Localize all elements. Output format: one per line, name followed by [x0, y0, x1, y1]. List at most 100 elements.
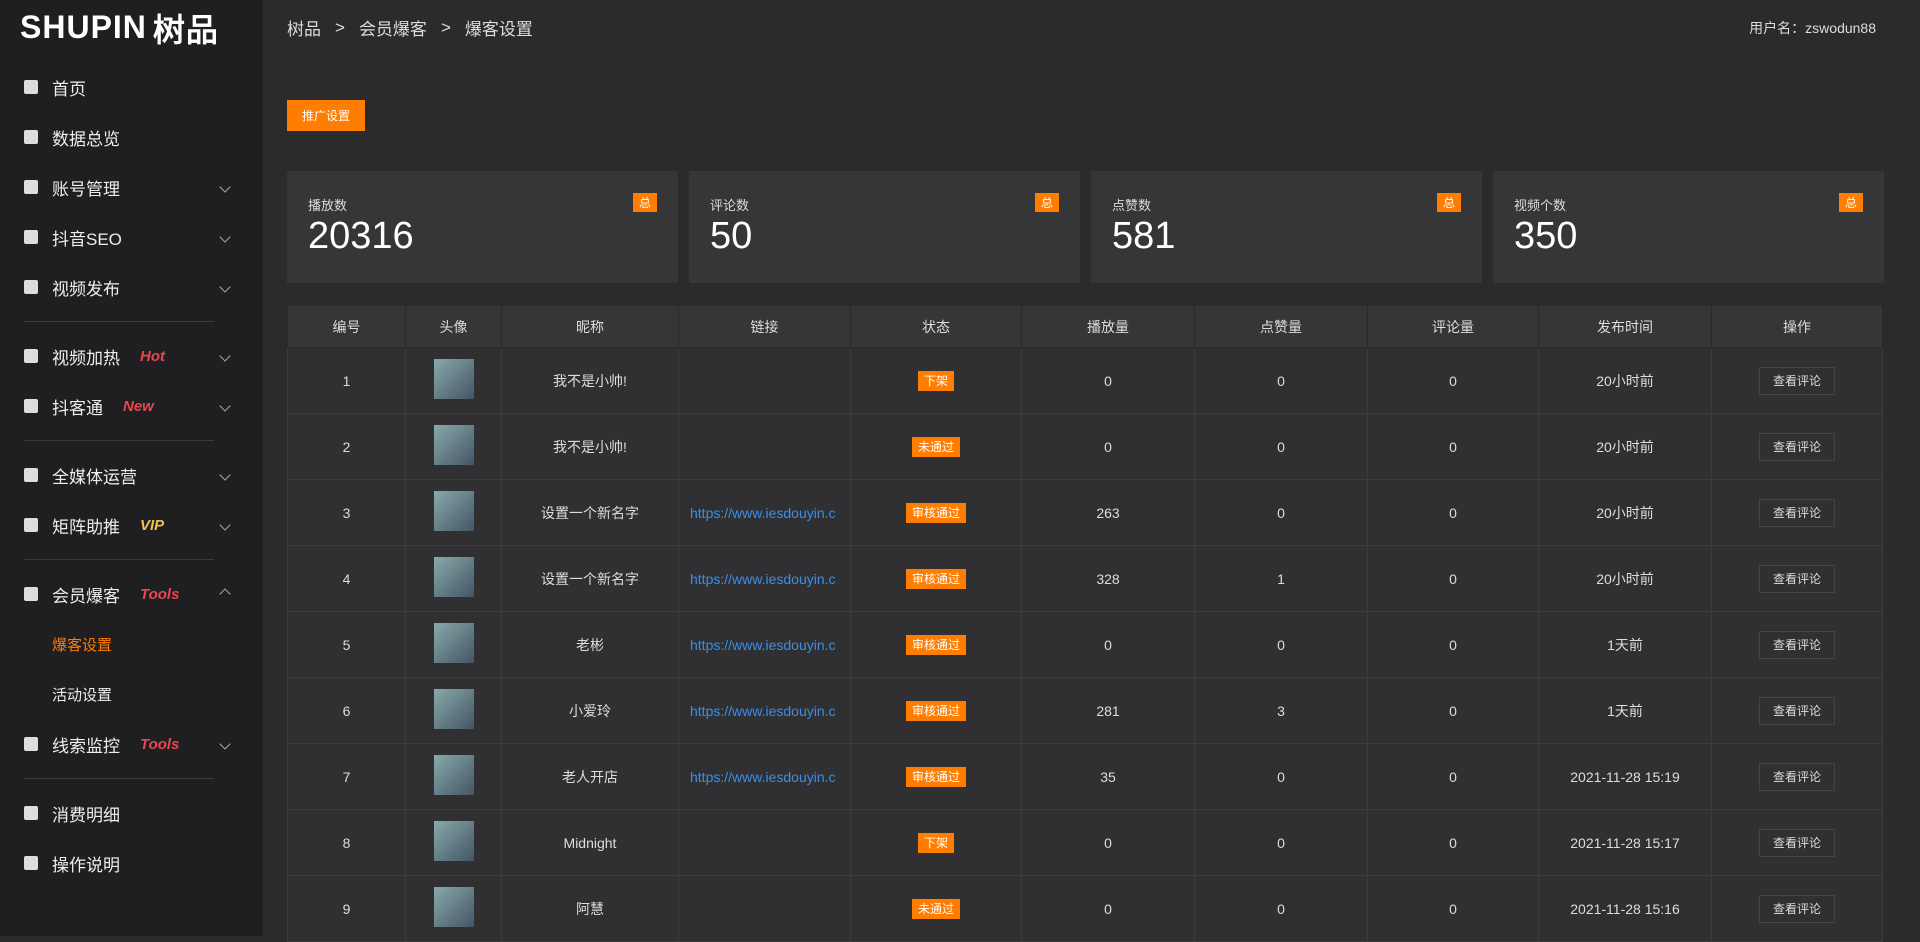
- cell-nickname: 阿慧: [501, 875, 679, 942]
- view-comments-button[interactable]: 查看评论: [1758, 697, 1835, 725]
- view-comments-button[interactable]: 查看评论: [1758, 829, 1835, 857]
- table-row: 9 阿慧 未通过 0 0 0 2021-11-28 15:16 查看评论: [287, 875, 1883, 942]
- stat-badge: 总: [632, 193, 657, 212]
- cell-comments: 0: [1367, 413, 1539, 480]
- stat-label: 点赞数: [1112, 198, 1152, 213]
- column-header: 发布时间: [1538, 305, 1712, 348]
- menu-item[interactable]: 抖音SEO: [24, 217, 231, 257]
- table-row: 2 我不是小帅! 未通过 0 0 0 20小时前 查看评论: [287, 413, 1883, 480]
- menu-item[interactable]: 线索监控 Tools: [24, 724, 231, 764]
- cell-avatar: [405, 677, 502, 744]
- cell-action: 查看评论: [1711, 743, 1883, 810]
- menu-arrow: [219, 400, 231, 412]
- menu-arrow: [219, 281, 231, 293]
- promo-button[interactable]: 推广设置: [287, 100, 365, 131]
- video-link[interactable]: https://www.iesdouyin.c: [690, 768, 836, 785]
- view-comments-button[interactable]: 查看评论: [1758, 565, 1835, 593]
- cell-avatar: [405, 809, 502, 876]
- menu-icon: [24, 399, 38, 413]
- cell-time: 20小时前: [1538, 413, 1712, 480]
- menu-item[interactable]: 账号管理: [24, 167, 231, 207]
- menu-item[interactable]: 会员爆客 Tools: [24, 574, 231, 614]
- avatar: [433, 359, 474, 399]
- stat-label: 播放数: [308, 198, 348, 213]
- menu-item[interactable]: 视频发布: [24, 267, 231, 307]
- video-link[interactable]: https://www.iesdouyin.c: [690, 702, 836, 719]
- cell-link: https://www.iesdouyin.c: [678, 545, 851, 612]
- cell-action: 查看评论: [1711, 479, 1883, 546]
- stat-card: 播放数 20316 总: [287, 171, 678, 283]
- stat-card: 视频个数 350 总: [1493, 171, 1884, 283]
- breadcrumb-item[interactable]: 爆客设置: [464, 20, 533, 39]
- video-link[interactable]: https://www.iesdouyin.c: [690, 570, 836, 587]
- cell-action: 查看评论: [1711, 875, 1883, 942]
- cell-time: 1天前: [1538, 677, 1712, 744]
- column-header: 编号: [287, 305, 406, 348]
- menu-item[interactable]: 首页: [24, 67, 229, 107]
- cell-status: 未通过: [850, 413, 1022, 480]
- cell-comments: 0: [1367, 875, 1539, 942]
- menu-icon: [24, 806, 38, 820]
- menu-icon: [24, 737, 38, 751]
- cell-nickname: 小爱玲: [501, 677, 679, 744]
- submenu-item[interactable]: 活动设置: [52, 686, 113, 704]
- cell-plays: 35: [1021, 743, 1195, 810]
- avatar: [433, 887, 474, 927]
- cell-status: 审核通过: [850, 479, 1022, 546]
- view-comments-button[interactable]: 查看评论: [1758, 499, 1835, 527]
- menu-item[interactable]: 抖客通 New: [24, 386, 231, 426]
- column-header: 播放量: [1021, 305, 1195, 348]
- menu-arrow: [219, 469, 231, 481]
- cell-likes: 0: [1194, 743, 1368, 810]
- menu-item[interactable]: 操作说明: [24, 843, 229, 883]
- menu-item[interactable]: 消费明细: [24, 793, 229, 833]
- cell-status: 未通过: [850, 875, 1022, 942]
- breadcrumb-item[interactable]: 会员爆客: [358, 20, 427, 39]
- menu-label: 视频发布: [52, 279, 120, 299]
- cell-id: 8: [287, 809, 406, 876]
- menu-tag: Tools: [140, 585, 180, 603]
- breadcrumb-item[interactable]: 树品: [287, 20, 321, 39]
- menu-icon: [24, 280, 38, 294]
- cell-link: [678, 809, 851, 876]
- cell-nickname: 我不是小帅!: [501, 347, 679, 414]
- cell-status: 下架: [850, 809, 1022, 876]
- table-row: 7 老人开店 https://www.iesdouyin.c 审核通过 35 0 0 2021…: [287, 743, 1883, 810]
- video-link[interactable]: https://www.iesdouyin.c: [690, 504, 836, 521]
- cell-avatar: [405, 413, 502, 480]
- menu-item[interactable]: 矩阵助推 VIP: [24, 505, 231, 545]
- submenu-item[interactable]: 爆客设置: [52, 636, 113, 654]
- cell-likes: 0: [1194, 413, 1368, 480]
- stat-badge: 总: [1436, 193, 1461, 212]
- avatar: [433, 755, 474, 795]
- view-comments-button[interactable]: 查看评论: [1758, 763, 1835, 791]
- view-comments-button[interactable]: 查看评论: [1758, 367, 1835, 395]
- stat-value: 20316: [308, 215, 414, 257]
- menu-label: 消费明细: [52, 805, 120, 825]
- cell-plays: 263: [1021, 479, 1195, 546]
- cell-link: [678, 413, 851, 480]
- menu-icon: [24, 468, 38, 482]
- logo-chinese: 树品: [152, 11, 219, 48]
- cell-action: 查看评论: [1711, 809, 1883, 876]
- column-header: 状态: [850, 305, 1022, 348]
- status-badge: 下架: [917, 833, 954, 853]
- status-badge: 审核通过: [905, 701, 966, 721]
- view-comments-button[interactable]: 查看评论: [1758, 433, 1835, 461]
- video-link[interactable]: https://www.iesdouyin.c: [690, 636, 836, 653]
- status-badge: 下架: [917, 371, 954, 391]
- breadcrumb-item: >: [440, 17, 451, 37]
- menu-item[interactable]: 全媒体运营: [24, 455, 231, 495]
- menu-item[interactable]: 数据总览: [24, 117, 229, 157]
- view-comments-button[interactable]: 查看评论: [1758, 631, 1835, 659]
- menu-icon: [24, 856, 38, 870]
- menu-item[interactable]: 视频加热 Hot: [24, 336, 231, 376]
- cell-action: 查看评论: [1711, 347, 1883, 414]
- cell-id: 9: [287, 875, 406, 942]
- table-row: 8 Midnight 下架 0 0 0 2021-11-28 15:17 查看评论: [287, 809, 1883, 876]
- view-comments-button[interactable]: 查看评论: [1758, 895, 1835, 923]
- table-row: 3 设置一个新名字 https://www.iesdouyin.c 审核通过 263 0 0…: [287, 479, 1883, 546]
- avatar: [433, 689, 474, 729]
- menu-icon: [24, 130, 38, 144]
- user-name[interactable]: 用户名：zswodun88: [1749, 20, 1876, 36]
